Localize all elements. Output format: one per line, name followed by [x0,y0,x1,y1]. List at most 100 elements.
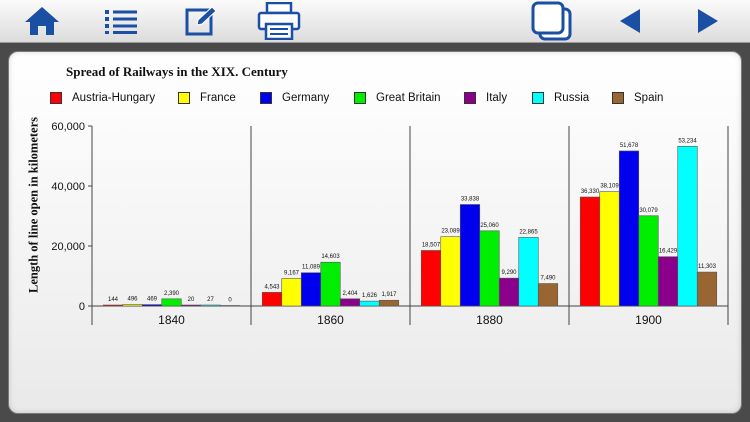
bar [200,304,221,307]
bar [420,250,442,307]
bar [440,236,461,307]
data-label: 30,079 [639,208,658,214]
bar [638,215,659,307]
bar [219,305,241,307]
legend-label: Great Britain [376,92,441,104]
legend-item: Spain [612,92,663,104]
bar [498,277,520,307]
bar [378,299,400,307]
legend-item: Italy [464,92,507,104]
legend-swatch [354,92,366,104]
data-label: 4,543 [264,284,280,290]
list-button[interactable] [103,3,139,39]
data-label: 33,838 [461,196,480,202]
data-label: 11,089 [302,265,321,271]
copy-button[interactable] [529,1,573,41]
data-label: 2,390 [164,291,180,297]
legend-swatch [612,92,624,104]
data-label: 0 [228,298,232,304]
bar [696,271,718,307]
data-label: 20 [188,297,195,303]
bar [180,304,202,307]
bar [537,283,559,307]
data-label: 1,626 [362,293,378,299]
edit-button[interactable] [184,3,218,39]
arrow-right-icon [698,9,718,33]
home-button[interactable] [22,3,62,39]
x-category-label: 1880 [476,313,503,327]
bar [320,261,341,307]
legend-swatch [178,92,190,104]
data-label: 7,490 [540,276,556,282]
home-icon [25,7,59,35]
bar [459,204,481,307]
data-label: 11,303 [698,264,717,270]
legend-item: Austria-Hungary [50,92,155,104]
data-label: 38,109 [600,184,619,190]
y-tick-label: 0 [79,301,85,313]
legend-label: Germany [282,92,330,104]
bar [657,256,679,307]
data-label: 36,330 [581,189,600,195]
print-button[interactable] [257,2,301,40]
data-label: 496 [127,297,138,303]
y-tick-label: 60,000 [51,121,85,133]
data-label: 53,234 [678,138,697,144]
legend-item: France [178,92,236,104]
bar [479,230,500,307]
legend-item: Germany [260,92,329,104]
data-label: 51,678 [620,143,639,149]
data-label: 144 [108,297,119,303]
legend-swatch [260,92,272,104]
bar [261,292,283,307]
bar [122,304,143,307]
bar [677,145,698,307]
data-label: 25,060 [480,223,499,229]
bar [579,196,601,307]
bar [141,304,163,307]
x-category-label: 1900 [635,313,662,327]
legend-label: Spain [634,92,664,104]
legend-label: France [200,92,236,104]
data-label: 9,167 [284,270,300,276]
printer-icon [257,2,301,40]
x-category-label: 1840 [158,313,185,327]
legend-label: Italy [486,92,508,104]
legend-swatch [532,92,544,104]
data-label: 1,917 [381,292,397,298]
legend-item: Great Britain [354,92,441,104]
data-label: 27 [207,297,214,303]
previous-button[interactable] [616,3,644,39]
data-label: 9,290 [501,270,517,276]
data-label: 23,089 [441,229,460,235]
chart-title: Spread of Railways in the XIX. Century [66,64,288,79]
bar [518,237,539,307]
bar [599,191,620,307]
data-label: 469 [147,297,158,303]
legend-swatch [50,92,62,104]
legend-item: Russia [532,92,589,104]
y-tick-label: 20,000 [51,241,85,253]
bar [161,298,182,307]
bar [300,272,322,307]
x-category-label: 1860 [317,313,344,327]
next-button[interactable] [694,3,722,39]
y-tick-label: 40,000 [51,181,85,193]
bar [281,278,302,307]
data-label: 2,404 [342,291,358,297]
legend-label: Russia [554,92,590,104]
copy-icon [531,1,572,41]
data-label: 18,507 [422,242,441,248]
toolbar [0,0,750,43]
data-label: 16,429 [659,249,678,255]
bar [359,300,380,307]
bar [102,304,124,307]
data-label: 14,603 [321,254,340,260]
legend-swatch [464,92,476,104]
legend-label: Austria-Hungary [72,92,156,104]
arrow-left-icon [620,9,640,33]
bar [618,150,640,307]
data-label: 22,865 [519,229,538,235]
edit-icon [185,6,217,36]
